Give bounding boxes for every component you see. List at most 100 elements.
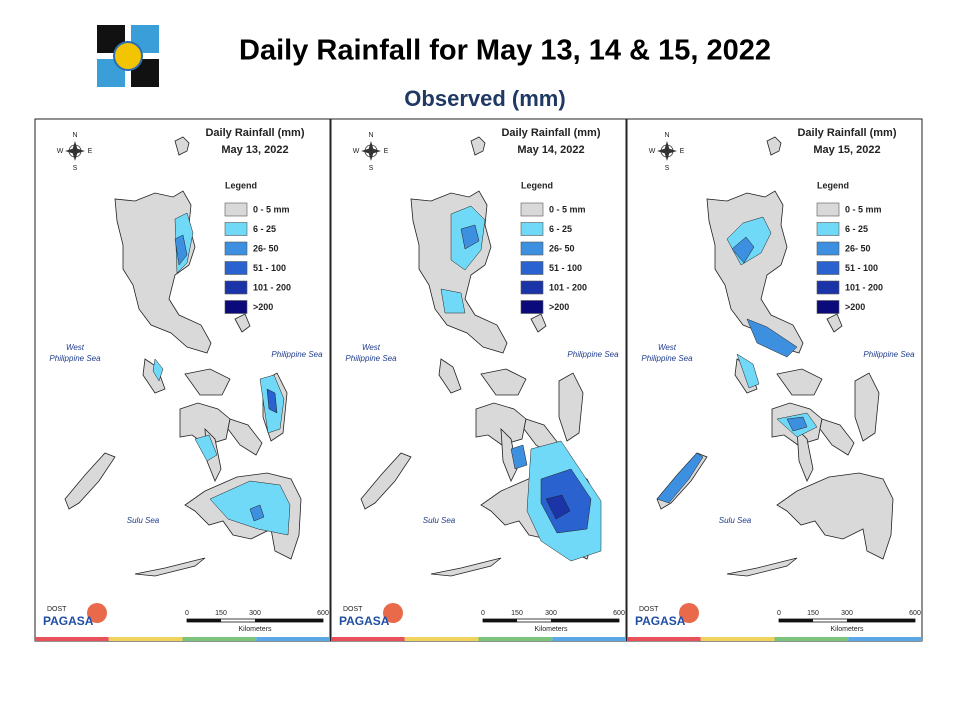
brand-name: PAGASA — [635, 614, 686, 628]
scale-label: 150 — [511, 610, 523, 617]
brand-name: PAGASA — [339, 614, 390, 628]
land — [475, 402, 527, 446]
legend-label: 0 - 5 mm — [549, 204, 586, 214]
logo-part — [97, 25, 125, 53]
land — [796, 427, 814, 482]
panel-title: Daily Rainfall (mm) — [797, 127, 896, 139]
legend-label: 51 - 100 — [549, 263, 582, 273]
legend-swatch — [816, 261, 840, 275]
scale-label: 300 — [249, 610, 261, 617]
compass-w: W — [57, 148, 64, 155]
legend-swatch — [520, 222, 544, 236]
land — [184, 368, 231, 396]
legend-swatch — [520, 202, 544, 217]
land — [64, 452, 116, 510]
land — [819, 418, 855, 456]
footer-strip — [700, 637, 775, 641]
legend-label: 26- 50 — [549, 243, 575, 253]
compass-n: N — [664, 132, 669, 139]
legend-swatch — [520, 261, 544, 275]
scale-unit: Kilometers — [534, 626, 568, 633]
legend-swatch — [816, 241, 840, 256]
compass-ring — [68, 144, 82, 158]
sea-label: West — [66, 343, 85, 352]
legend-label: >200 — [549, 302, 569, 312]
footer-strip — [35, 637, 109, 641]
legend-label: 6 - 25 — [253, 224, 276, 234]
compass-e: E — [384, 148, 389, 155]
rainfall-area — [736, 353, 760, 389]
brand-icon — [87, 603, 107, 623]
brand-icon — [679, 603, 699, 623]
footer-strip — [256, 637, 330, 641]
footer-strip — [848, 637, 922, 641]
land — [430, 557, 502, 577]
rainfall-area — [152, 358, 164, 382]
scale-label: 300 — [841, 610, 853, 617]
panel-title: Daily Rainfall (mm) — [501, 127, 600, 139]
legend-swatch — [816, 300, 840, 314]
legend-swatch — [224, 241, 248, 256]
rainfall-area — [540, 468, 592, 534]
scale-label: 600 — [317, 610, 329, 617]
sea-label: Philippine Sea — [567, 350, 619, 359]
land — [558, 372, 584, 442]
brand-agency: DOST — [47, 606, 67, 613]
compass-rose — [657, 141, 677, 161]
logo-seal — [113, 41, 143, 71]
rainfall-area — [249, 504, 265, 522]
legend-label: >200 — [253, 302, 273, 312]
scale-label: 300 — [545, 610, 557, 617]
panel-date: May 15, 2022 — [813, 144, 880, 156]
rainfall-area — [656, 452, 704, 504]
scale-bar-fill — [255, 619, 323, 622]
footer-strip — [182, 637, 257, 641]
rainfall-area — [209, 480, 291, 536]
scale-unit: Kilometers — [830, 626, 864, 633]
footer-strip — [627, 637, 701, 641]
scale-unit: Kilometers — [238, 626, 272, 633]
legend-label: 0 - 5 mm — [845, 204, 882, 214]
rainfall-area — [786, 416, 808, 432]
land — [776, 472, 894, 560]
footer-strip — [552, 637, 626, 641]
sea-label: Sulu Sea — [423, 516, 456, 525]
panel-title: Daily Rainfall (mm) — [205, 127, 304, 139]
scale-bar-fill — [779, 619, 813, 622]
logo-part — [131, 59, 159, 87]
compass-w: W — [649, 148, 656, 155]
land — [854, 372, 880, 442]
legend-label: 6 - 25 — [845, 224, 868, 234]
footer-strip — [774, 637, 849, 641]
map-panels: Daily Rainfall (mm) May 13, 2022 N S W E West P… — [34, 118, 923, 642]
brand-agency: DOST — [343, 606, 363, 613]
page-title: Daily Rainfall for May 13, 14 & 15, 2022 — [239, 35, 771, 67]
legend-title: Legend — [521, 180, 553, 190]
land — [530, 313, 547, 333]
panel-date: May 14, 2022 — [517, 144, 584, 156]
land — [766, 136, 782, 156]
compass-ring — [364, 144, 378, 158]
land — [438, 358, 462, 394]
legend-label: 6 - 25 — [549, 224, 572, 234]
compass-e: E — [680, 148, 685, 155]
compass-ring — [660, 144, 674, 158]
land — [174, 136, 190, 156]
legend-swatch — [520, 300, 544, 314]
map-panel: Daily Rainfall (mm) May 13, 2022 N S W E West P… — [34, 118, 331, 642]
scale-bar-fill — [847, 619, 915, 622]
map-panel: Daily Rainfall (mm) May 15, 2022 N S W E West P… — [626, 118, 923, 642]
legend-swatch — [224, 261, 248, 275]
rainfall-area — [731, 236, 755, 264]
compass: N S W E — [649, 132, 685, 172]
compass-s: S — [73, 165, 78, 172]
legend-label: 26- 50 — [845, 243, 871, 253]
legend-swatch — [224, 300, 248, 314]
rainfall-area — [460, 224, 480, 250]
legend-swatch — [816, 280, 840, 295]
logo-part — [131, 25, 159, 53]
scale-label: 0 — [777, 610, 781, 617]
brand-icon — [383, 603, 403, 623]
footer-strip — [331, 637, 405, 641]
land — [179, 402, 231, 446]
